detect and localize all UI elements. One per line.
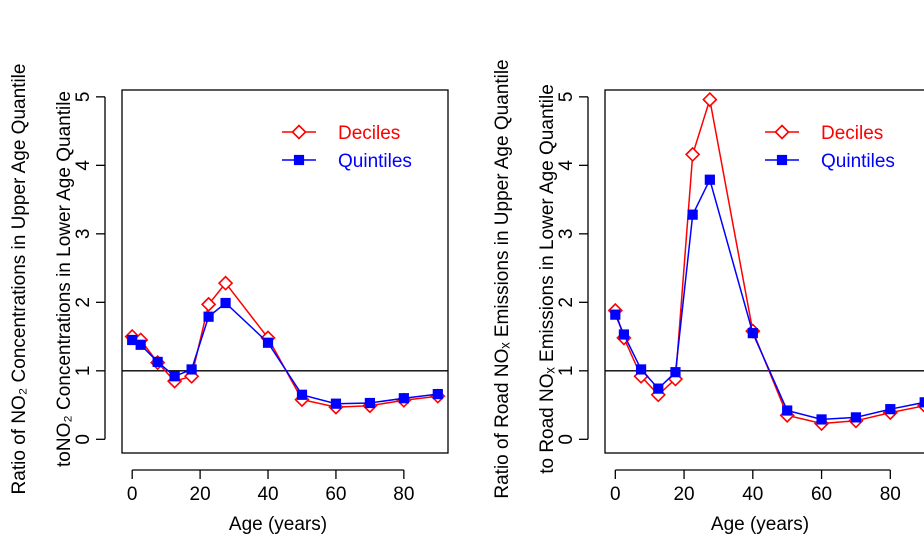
quintiles-point <box>432 388 443 400</box>
quintiles-point <box>127 334 138 346</box>
y-tick-label: 3 <box>73 229 94 240</box>
quintiles-series-line <box>614 177 924 421</box>
quintiles-point <box>330 398 342 409</box>
y-tick-label: 5 <box>556 92 577 103</box>
quintiles-point <box>220 297 231 309</box>
deciles-series-line <box>614 99 924 425</box>
x-tick-label: 60 <box>325 484 346 505</box>
legend-label: Deciles <box>821 123 883 144</box>
legend-marker <box>291 124 307 140</box>
legend-marker <box>293 154 305 166</box>
quintiles-point <box>704 174 715 185</box>
quintiles-point <box>169 371 180 382</box>
y-tick-label: 1 <box>73 366 94 377</box>
quintiles-point <box>687 209 698 220</box>
legend-marker <box>774 124 790 140</box>
x-tick-label: 0 <box>127 484 138 505</box>
y-tick-label: 0 <box>73 434 94 445</box>
legend-label: Quintiles <box>821 151 895 172</box>
quintiles-point <box>816 414 827 425</box>
quintiles-point <box>186 364 197 375</box>
x-tick-label: 80 <box>393 484 414 505</box>
y-axis-label-line-2: to Road NOₓ Emissions in Lower Age Quant… <box>537 84 558 474</box>
y-axis-label-line-1: Ratio of Road NOₓ Emissions in Upper Age… <box>492 59 513 498</box>
plot-frame <box>604 89 924 454</box>
legend-marker <box>776 154 788 166</box>
plot-frame <box>121 89 449 454</box>
y-tick-label: 2 <box>556 297 577 308</box>
y-tick-label: 5 <box>73 92 94 103</box>
y-axis-label-line-2: toNO₂ Concentrations in Lower Age Quanti… <box>54 91 75 467</box>
quintiles-series-line <box>131 302 438 405</box>
x-tick-label: 20 <box>673 484 694 505</box>
quintiles-point <box>747 328 758 339</box>
quintiles-point <box>135 339 146 350</box>
quintiles-point <box>203 311 214 322</box>
legend-label: Deciles <box>338 123 400 144</box>
quintiles-point <box>398 393 409 404</box>
quintiles-point <box>670 367 681 378</box>
quintiles-point <box>618 329 630 340</box>
quintiles-point <box>152 356 163 368</box>
y-tick-label: 4 <box>556 160 577 171</box>
x-tick-label: 0 <box>610 484 621 505</box>
quintiles-point <box>653 383 664 394</box>
quintiles-point <box>782 405 793 416</box>
y-tick-label: 3 <box>556 229 577 240</box>
y-tick-label: 4 <box>73 160 94 171</box>
no2-concentration-panel: Ratio of NO₂ Concentrations in Upper Age… <box>9 64 449 535</box>
x-axis-label: Age (years) <box>229 514 327 535</box>
deciles-point <box>200 296 217 313</box>
road-nox-emissions-panel: Ratio of Road NOₓ Emissions in Upper Age… <box>492 59 924 535</box>
y-tick-label: 2 <box>73 297 94 308</box>
deciles-series-line <box>131 281 438 408</box>
quintiles-point <box>610 309 621 320</box>
legend-label: Quintiles <box>338 151 412 172</box>
quintiles-point <box>885 404 896 415</box>
deciles-point <box>685 146 701 163</box>
deciles-point <box>702 91 718 108</box>
x-tick-label: 80 <box>880 484 901 505</box>
quintiles-point <box>919 397 924 408</box>
quintiles-point <box>262 337 274 348</box>
y-axis-label-line-1: Ratio of NO₂ Concentrations in Upper Age… <box>9 64 30 495</box>
x-axis-label: Age (years) <box>711 514 809 535</box>
x-tick-label: 60 <box>811 484 832 505</box>
quintiles-point <box>635 364 647 375</box>
x-tick-label: 20 <box>190 484 211 505</box>
quintiles-point <box>850 412 862 423</box>
quintiles-point <box>296 389 308 400</box>
x-tick-label: 40 <box>257 484 278 505</box>
y-tick-label: 0 <box>556 434 577 445</box>
x-tick-label: 40 <box>742 484 763 505</box>
deciles-point <box>217 275 234 291</box>
y-tick-label: 1 <box>556 366 577 377</box>
quintiles-point <box>364 397 375 409</box>
